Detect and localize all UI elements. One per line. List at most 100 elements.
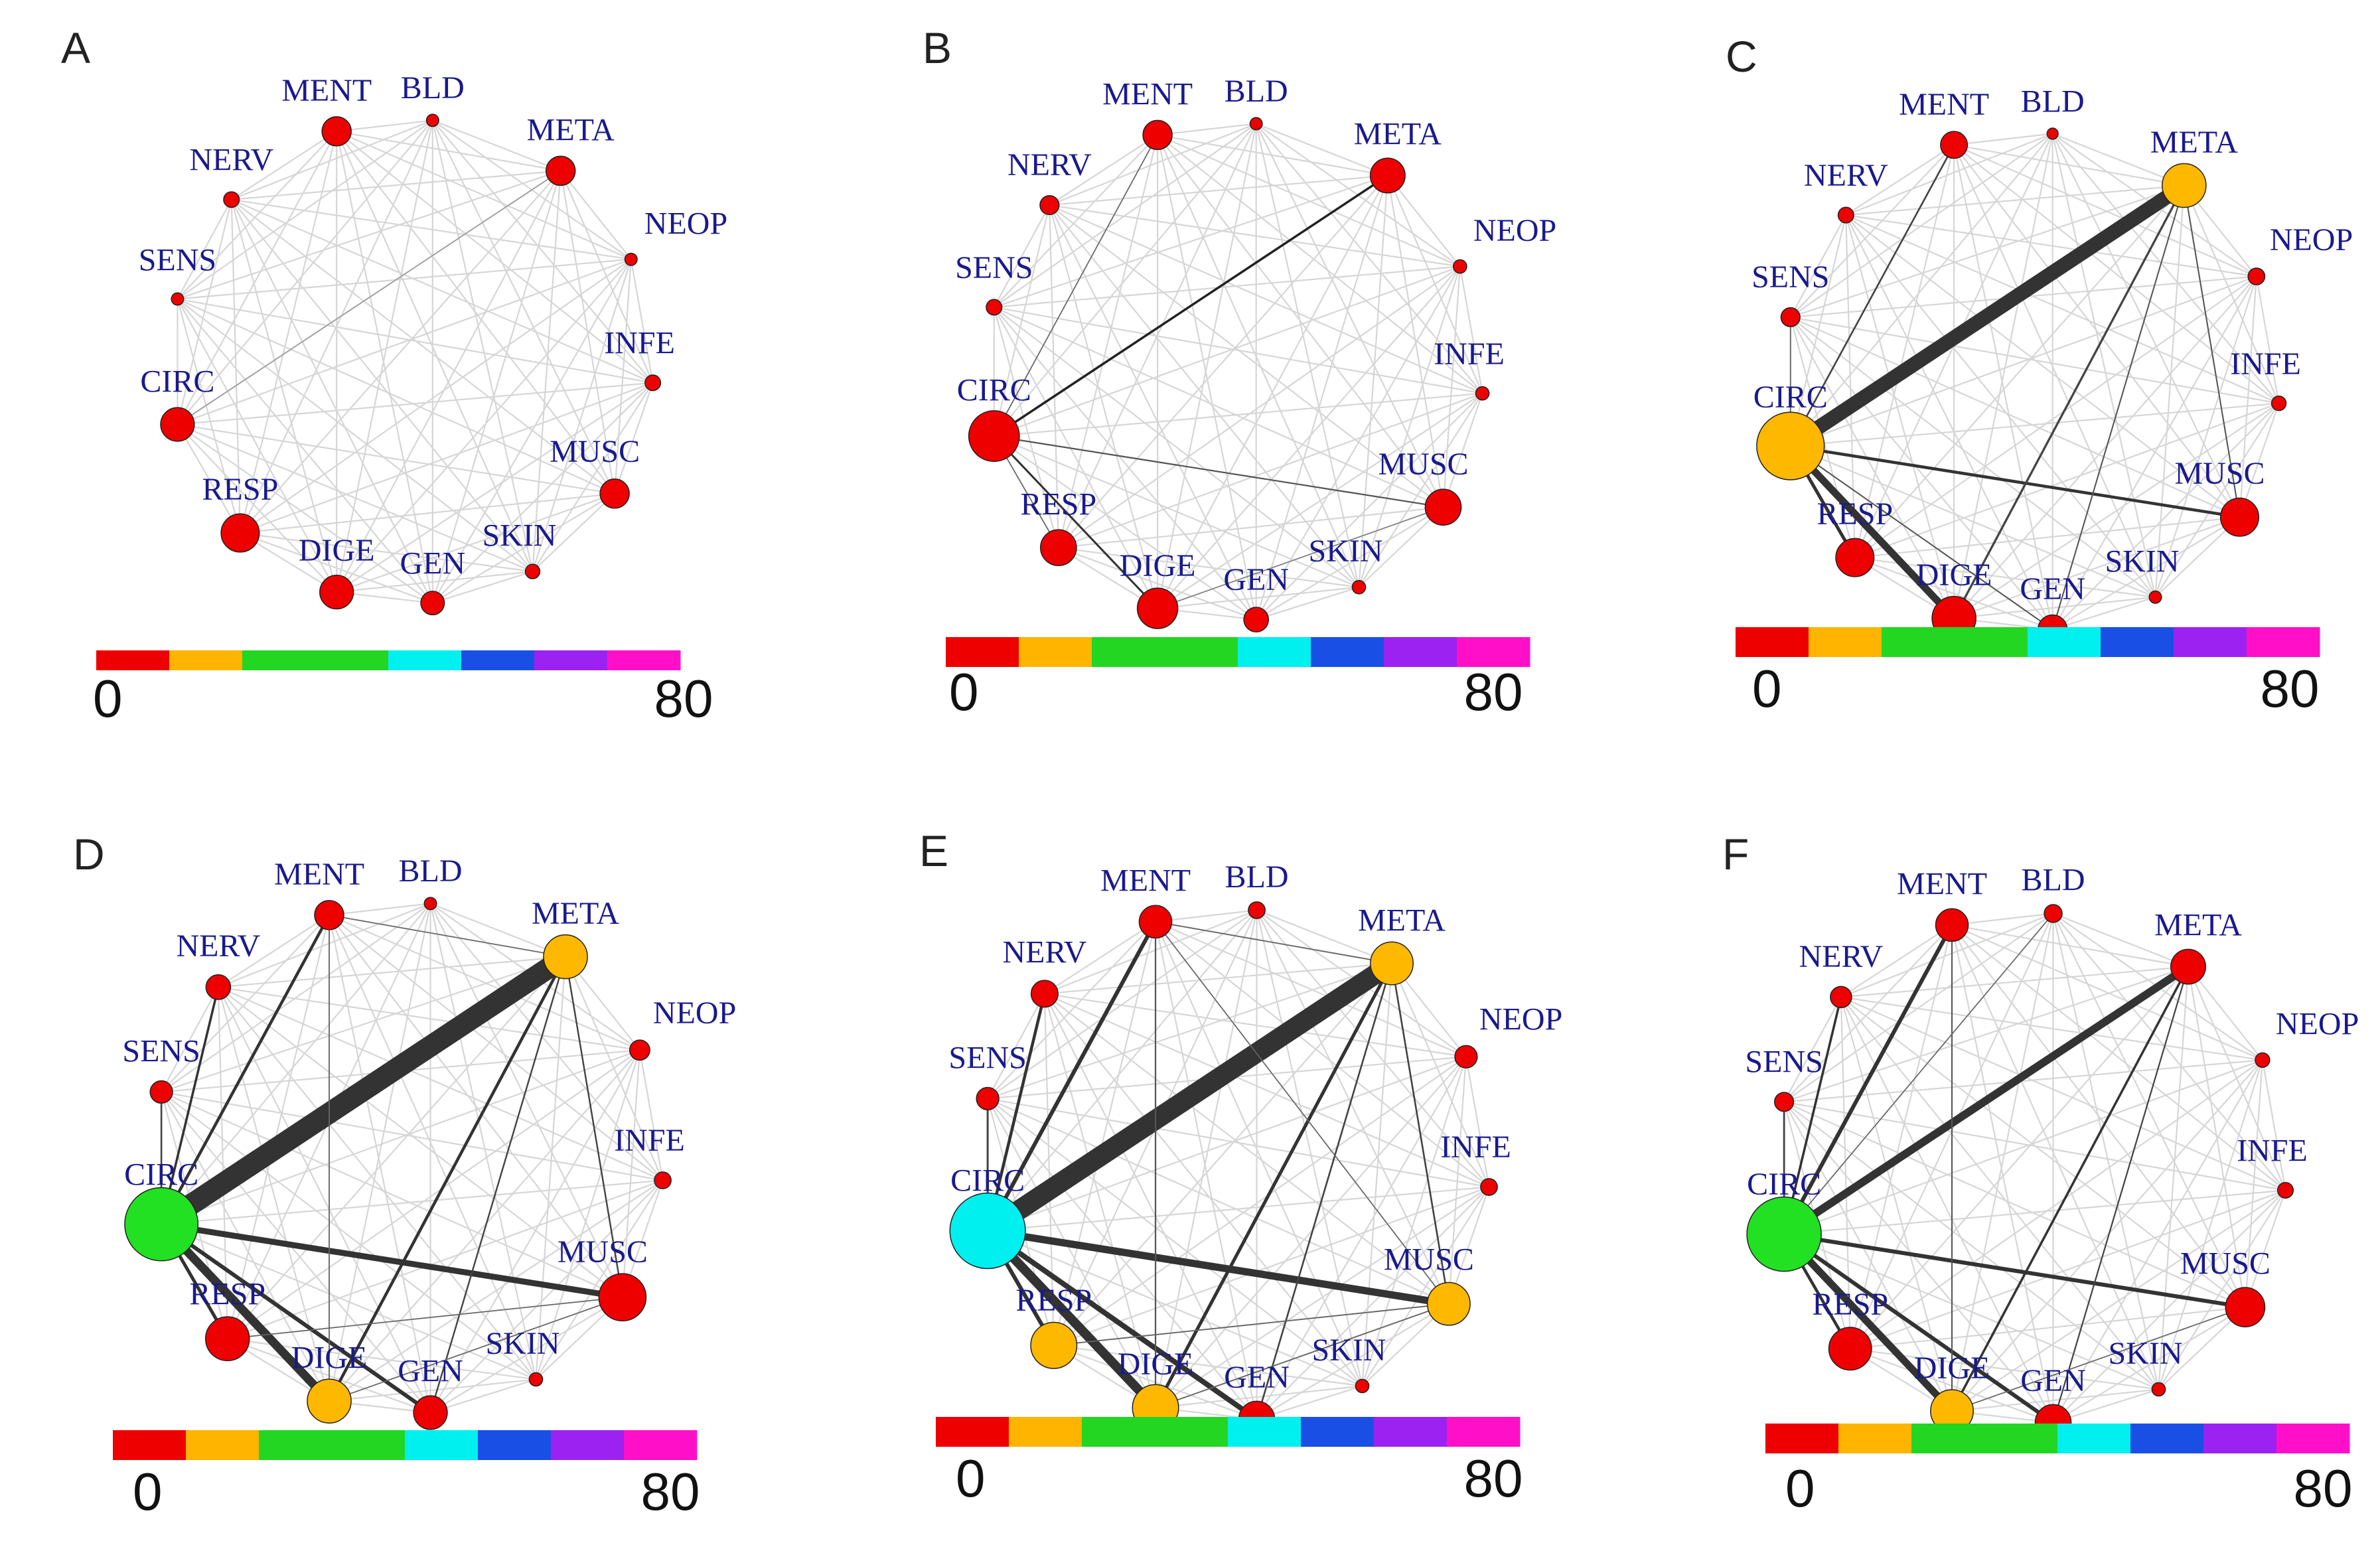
edge-circ-dige <box>984 1227 1159 1411</box>
colorbar-max-label: 80 <box>2261 659 2320 718</box>
node-resp <box>220 513 260 553</box>
colorbar-swatch <box>1374 1417 1448 1447</box>
node-label-bld: BLD <box>2021 84 2085 119</box>
colorbar-min-label: 0 <box>93 669 123 728</box>
background-edge <box>2052 913 2286 1191</box>
node-dige <box>319 574 354 610</box>
background-edge <box>1790 445 2156 598</box>
background-edge <box>177 119 433 425</box>
background-edge <box>1850 1189 2286 1350</box>
edge-meta-musc <box>2183 185 2241 518</box>
background-edge <box>161 1179 663 1225</box>
background-edge <box>988 1186 1489 1232</box>
background-edge <box>2244 1190 2286 1308</box>
background-edges <box>177 119 654 604</box>
node-label-neop: NEOP <box>1473 213 1556 248</box>
background-edge <box>2158 1059 2263 1390</box>
node-label-dige: DIGE <box>1120 548 1196 583</box>
background-edge <box>1854 275 2257 559</box>
background-edge <box>1157 175 1388 609</box>
background-edge <box>1256 909 1450 1305</box>
background-edge <box>1154 921 1258 1420</box>
edge-meta-gen <box>429 956 567 1413</box>
colorbar-swatch <box>186 1430 260 1460</box>
colorbar-swatch <box>242 650 316 670</box>
background-edge <box>1155 1186 1490 1409</box>
nodes: MENT BLD META NEOP INFE MUSC SKIN GEN DIGE RESP CI… <box>948 859 1562 1438</box>
background-edge <box>1783 1101 1953 1412</box>
background-edge <box>1840 996 2263 1061</box>
background-edge <box>328 915 431 1413</box>
background-edge <box>329 1049 640 1402</box>
edge-meta-dige <box>1153 962 1394 1409</box>
background-edge <box>994 307 1360 588</box>
colorbar-swatch <box>607 650 681 670</box>
background-edge <box>993 307 1257 621</box>
background-edge <box>1049 204 1444 508</box>
background-edge <box>177 258 631 300</box>
background-edge <box>1256 909 1392 964</box>
background-edge <box>240 532 433 604</box>
background-edge <box>161 956 566 1093</box>
background-edge <box>1951 1189 2286 1412</box>
background-edge <box>161 903 431 1225</box>
node-circ <box>949 1193 1026 1270</box>
colorbar-swatch <box>1238 637 1311 667</box>
background-edge <box>1358 506 1444 588</box>
colorbar: 0 80 <box>93 650 713 728</box>
background-edge <box>2052 596 2156 630</box>
background-edge <box>430 1378 536 1414</box>
node-label-nerv: NERV <box>189 143 273 178</box>
edge-meta-musc <box>564 956 624 1297</box>
background-edge <box>1043 993 1157 1408</box>
background-edge <box>431 119 654 384</box>
background-edge <box>987 1230 1363 1387</box>
node-label-infe: INFE <box>2230 346 2301 382</box>
edge-circ-ment <box>986 920 1157 1232</box>
colorbar-max-label: 80 <box>2294 1459 2353 1518</box>
edge-resp-musc <box>227 1296 623 1340</box>
colorbar-swatch <box>1955 627 2028 657</box>
background-edge <box>1953 144 2185 186</box>
background-edge <box>621 1050 641 1297</box>
background-edge <box>994 265 1460 309</box>
node-label-ment: MENT <box>281 73 372 108</box>
node-musc <box>1426 1282 1471 1326</box>
node-label-meta: META <box>1354 116 1442 151</box>
background-edge <box>336 130 632 260</box>
background-edge <box>1953 144 2280 404</box>
node-meta <box>2162 163 2207 208</box>
edge-circ-nerv <box>1783 996 1842 1235</box>
background-edge <box>1840 996 2160 1390</box>
background-edge <box>1448 1057 1467 1304</box>
background-edge <box>2052 516 2241 630</box>
node-gen <box>420 591 445 616</box>
background-edge <box>2051 402 2280 630</box>
background-edge <box>1953 145 2053 630</box>
edge-circ-bld <box>1783 913 2054 1235</box>
node-label-resp: RESP <box>189 1277 265 1312</box>
node-nerv <box>223 191 240 208</box>
background-edge <box>329 915 537 1380</box>
background-edge <box>177 298 615 494</box>
background-edge <box>1846 214 2257 277</box>
panel-label: A <box>61 23 90 72</box>
colorbar-swatch <box>2057 1424 2131 1453</box>
node-bld <box>423 897 437 911</box>
node-neop <box>2247 267 2266 285</box>
background-edge <box>638 1050 664 1181</box>
background-edge <box>1951 1059 2263 1412</box>
edge-meta-gen <box>2051 185 2185 630</box>
background-edge <box>1049 204 1360 588</box>
background-edge <box>1043 993 1055 1346</box>
background-edge <box>432 119 561 172</box>
background-edge <box>2052 1189 2286 1424</box>
background-edge <box>231 170 561 200</box>
background-edge <box>161 1091 330 1402</box>
background-edge <box>1953 133 2053 619</box>
background-edge <box>987 1098 1156 1408</box>
background-edge <box>177 131 338 300</box>
background-edge <box>1049 175 1388 206</box>
background-edge <box>994 306 1444 508</box>
